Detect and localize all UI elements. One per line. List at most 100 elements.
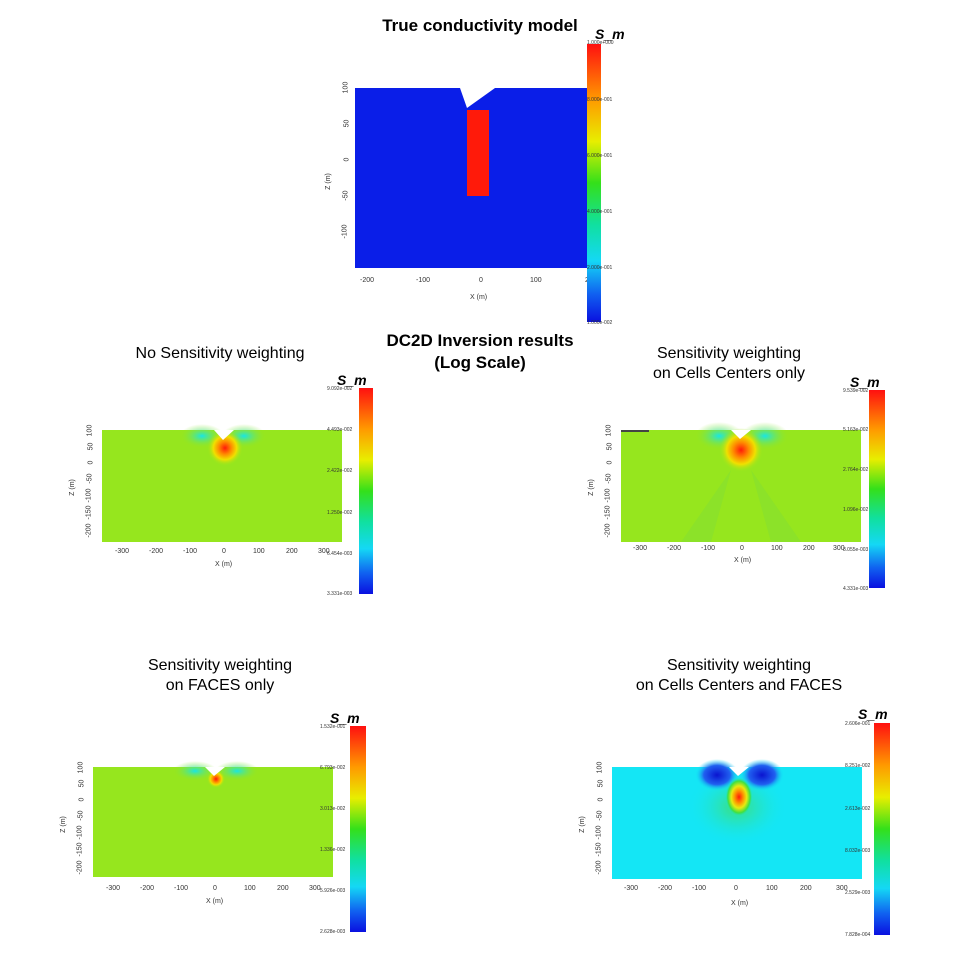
inversion-title-line2: (Log Scale) [434, 353, 526, 372]
z-tick: 50 [597, 779, 605, 788]
x-tick: -100 [174, 885, 189, 892]
z-tick: 50 [343, 119, 351, 128]
panel-caption: Sensitivity weighting on FACES only [100, 656, 340, 696]
colorbar-label: 4.493e-002 [327, 427, 353, 433]
x-tick: -300 [115, 548, 130, 555]
colorbar-label: 3.331e-003 [327, 591, 353, 597]
colorbar-label: 9.539e-002 [843, 388, 869, 394]
colorbar-label: 6.793e-002 [320, 765, 346, 771]
colorbar-title: S_m [337, 372, 367, 388]
conductive-block [467, 110, 489, 196]
x-tick: 0 [213, 885, 217, 892]
z-axis-label: Z (m) [587, 479, 595, 496]
colorbar-label: 2.529e-003 [845, 890, 871, 896]
z-tick: -150 [604, 505, 612, 520]
surface-notch [460, 88, 495, 108]
faces-only-plot [93, 761, 333, 877]
z-tick: 100 [77, 761, 85, 774]
z-tick: -100 [85, 488, 93, 503]
x-tick: 300 [318, 548, 330, 555]
colorbar-label: 1.000e-002 [587, 320, 613, 326]
x-tick: 100 [766, 885, 778, 892]
x-tick: -100 [692, 885, 707, 892]
z-tick: -100 [604, 488, 612, 503]
colorbar-label: 5.926e-003 [320, 888, 346, 894]
inversion-title-line1: DC2D Inversion results [386, 331, 574, 350]
z-tick: -50 [77, 810, 85, 821]
colorbar-label: 2.422e-002 [327, 468, 353, 474]
colorbar [587, 44, 601, 322]
colorbar [874, 723, 890, 935]
z-axis-label: Z (m) [324, 173, 332, 190]
z-tick: 100 [605, 424, 613, 437]
colorbar-label: 9.092e-002 [327, 386, 353, 392]
x-tick: 0 [740, 545, 744, 552]
z-tick: -200 [85, 523, 93, 538]
colorbar-title: S_m [330, 710, 360, 726]
true-model-title: True conductivity model [382, 16, 578, 35]
colorbar-label: 3.013e-002 [320, 806, 346, 812]
x-tick: 200 [803, 545, 815, 552]
inversion-title: DC2D Inversion results (Log Scale) [350, 330, 610, 374]
colorbar-label: 6.454e-003 [327, 551, 353, 557]
caption-line1: Sensitivity weighting [656, 345, 802, 362]
z-tick: -200 [595, 860, 603, 875]
colorbar-label: 8.055e-003 [843, 547, 869, 553]
x-axis-label: X (m) [734, 557, 752, 564]
z-tick: 50 [87, 442, 95, 451]
caption-line1: Sensitivity weighting [147, 657, 293, 674]
z-tick: -50 [605, 473, 613, 484]
z-tick: -200 [604, 523, 612, 538]
colorbar-label: 2.628e-003 [320, 929, 346, 935]
colorbar [869, 390, 885, 588]
x-axis-label: X (m) [206, 898, 224, 905]
x-tick: 100 [244, 885, 256, 892]
x-tick: 300 [836, 885, 848, 892]
x-tick: -300 [106, 885, 121, 892]
cells-only-plot [621, 422, 861, 542]
colorbar-title: S_m [850, 374, 880, 390]
z-tick: -150 [85, 505, 93, 520]
x-tick: 0 [734, 885, 738, 892]
colorbar-label: 1.000e+000 [587, 40, 614, 46]
true-model-plot [355, 88, 600, 268]
colorbar-title: S_m [858, 706, 888, 722]
z-tick: 0 [606, 460, 614, 465]
z-tick: 0 [343, 157, 351, 162]
colorbar-label: 7.828e-004 [845, 932, 871, 938]
cells-and-faces-plot [612, 759, 862, 879]
x-tick: -200 [149, 548, 164, 555]
x-tick: -300 [624, 885, 639, 892]
colorbar [350, 726, 366, 932]
colorbar-label: 8.000e-001 [587, 97, 613, 103]
no-weighting-plot [102, 424, 342, 542]
x-tick: 0 [479, 277, 483, 284]
x-tick: 100 [530, 277, 542, 284]
z-axis-label: Z (m) [578, 816, 586, 833]
z-tick: -150 [595, 842, 603, 857]
colorbar-label: 2.000e-001 [587, 265, 613, 271]
colorbar-label: 8.032e-003 [845, 848, 871, 854]
x-tick: -300 [633, 545, 648, 552]
x-tick: -100 [183, 548, 198, 555]
caption-line1: No Sensitivity weighting [135, 345, 305, 362]
x-tick: 200 [286, 548, 298, 555]
colorbar-label: 6.000e-001 [587, 153, 613, 159]
x-tick: 300 [309, 885, 321, 892]
x-tick: 100 [253, 548, 265, 555]
x-tick: 200 [277, 885, 289, 892]
colorbar-label: 1.336e-002 [320, 847, 346, 853]
x-tick: 200 [800, 885, 812, 892]
x-tick: -200 [140, 885, 155, 892]
x-axis-label: X (m) [731, 900, 749, 907]
z-axis-label: Z (m) [59, 816, 67, 833]
x-tick: 300 [833, 545, 845, 552]
z-tick: -100 [341, 224, 349, 239]
z-tick: -50 [596, 810, 604, 821]
colorbar-label: 4.000e-001 [587, 209, 613, 215]
z-tick: -100 [595, 825, 603, 840]
z-tick: 100 [342, 81, 350, 94]
x-tick: -100 [416, 277, 431, 284]
z-tick: 50 [606, 442, 614, 451]
z-tick: -150 [76, 842, 84, 857]
